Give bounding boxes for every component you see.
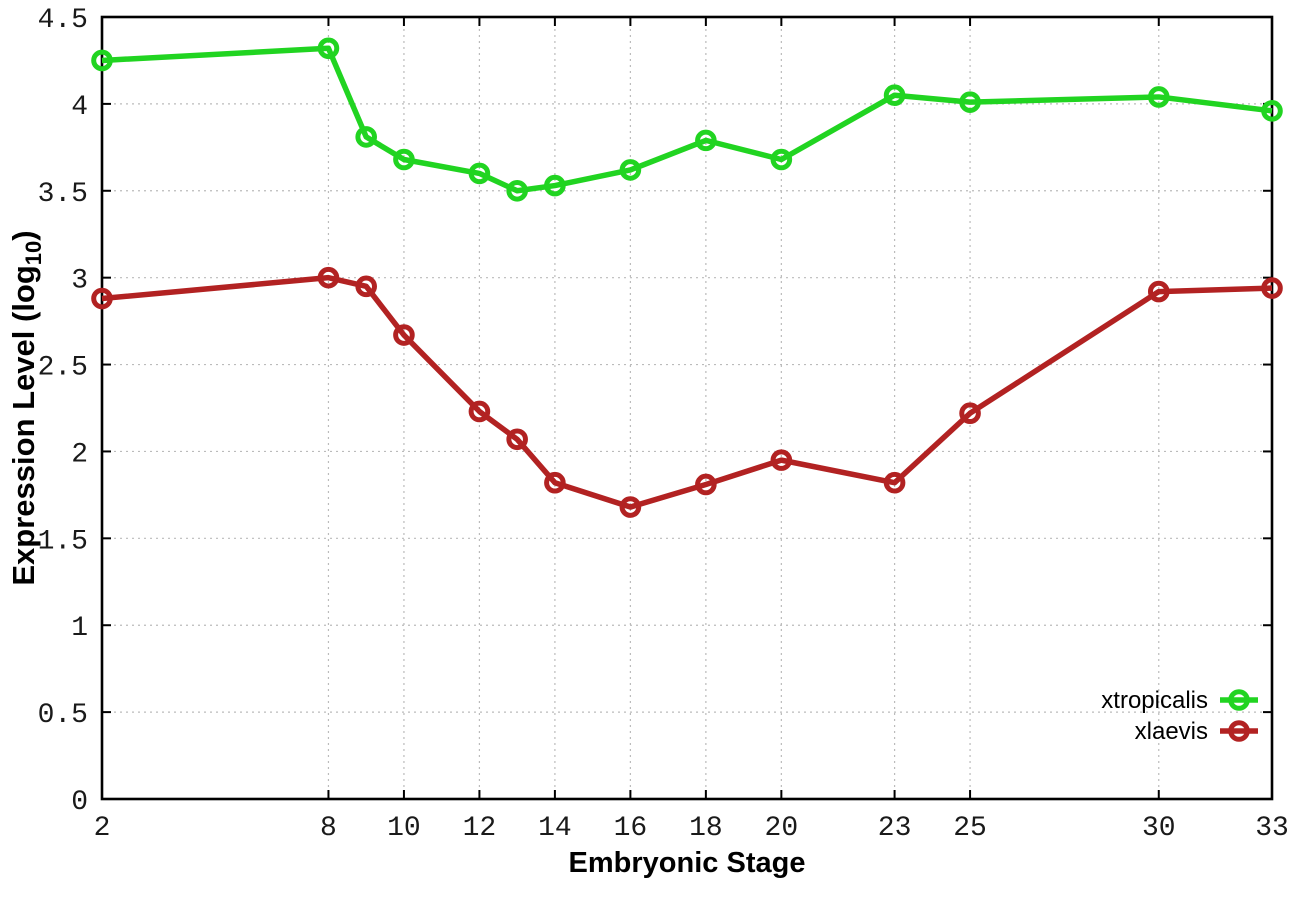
y-axis-title: Expression Level (log10) xyxy=(6,230,46,585)
x-tick-label: 25 xyxy=(953,813,987,844)
data-point-xtropicalis xyxy=(355,126,377,148)
y-tick-label: 4.5 xyxy=(38,5,88,36)
data-point-xlaevis xyxy=(695,473,717,496)
data-point-xlaevis xyxy=(468,400,491,423)
data-point-xlaevis xyxy=(1261,277,1283,299)
legend-marker-sample xyxy=(1228,720,1250,742)
data-point-xtropicalis xyxy=(883,84,906,106)
x-tick-label: 14 xyxy=(538,813,572,844)
y-tick-label: 2.5 xyxy=(38,353,88,384)
data-point-xtropicalis xyxy=(1147,86,1170,108)
data-point-xtropicalis xyxy=(959,91,981,113)
y-tick-label: 1 xyxy=(71,613,88,644)
y-tick-label: 3 xyxy=(71,266,88,297)
data-point-xlaevis xyxy=(393,324,415,346)
x-tick-label: 8 xyxy=(320,813,337,844)
legend: xtropicalis xlaevis xyxy=(1101,687,1258,745)
x-tick-label: 23 xyxy=(878,813,912,844)
x-tick-label: 2 xyxy=(94,813,111,844)
data-point-xlaevis xyxy=(355,275,377,298)
data-point-xlaevis xyxy=(544,471,566,494)
series-line-xtropicalis xyxy=(101,45,1273,194)
data-point-xlaevis xyxy=(91,287,113,310)
x-axis-title: Embryonic Stage xyxy=(569,847,806,879)
data-point-xlaevis xyxy=(1147,280,1170,303)
plot-border xyxy=(100,15,1274,801)
data-point-xtropicalis xyxy=(506,179,528,202)
data-point-xtropicalis xyxy=(1261,100,1283,122)
x-tick-label: 10 xyxy=(387,813,421,844)
y-tick-label: 2 xyxy=(71,439,88,470)
x-tick-label: 20 xyxy=(765,813,799,844)
x-tick-label: 16 xyxy=(614,813,648,844)
data-point-xlaevis xyxy=(506,428,528,451)
x-tick-label: 33 xyxy=(1255,813,1289,844)
gridlines xyxy=(102,17,1272,799)
series-xlaevis xyxy=(91,266,1283,518)
series-xtropicalis xyxy=(91,37,1283,202)
legend-entry-xtropicalis: xtropicalis xyxy=(1101,687,1258,714)
data-point-xlaevis xyxy=(770,449,793,471)
y-tick-label: 3.5 xyxy=(38,179,88,210)
legend-label-xtropicalis: xtropicalis xyxy=(1101,687,1208,714)
x-tick-label: 12 xyxy=(463,813,497,844)
y-tick-label: 0 xyxy=(71,787,88,818)
data-point-xlaevis xyxy=(317,266,340,289)
legend-entry-xlaevis: xlaevis xyxy=(1135,718,1258,745)
data-point-xlaevis xyxy=(619,496,642,518)
data-point-xtropicalis xyxy=(619,159,642,181)
x-tick-label: 18 xyxy=(689,813,723,844)
tick-marks xyxy=(101,16,1273,800)
legend-marker-sample xyxy=(1228,689,1250,711)
data-point-xlaevis xyxy=(883,471,906,494)
legend-label-xlaevis: xlaevis xyxy=(1135,718,1208,745)
y-tick-label: 4 xyxy=(71,92,88,123)
y-tick-label: 1.5 xyxy=(38,526,88,557)
data-point-xtropicalis xyxy=(770,148,793,171)
data-point-xtropicalis xyxy=(393,148,415,171)
data-point-xtropicalis xyxy=(317,37,340,60)
data-point-xtropicalis xyxy=(544,174,566,197)
x-tick-label: 30 xyxy=(1142,813,1176,844)
data-point-xtropicalis xyxy=(695,129,717,152)
y-tick-label: 0.5 xyxy=(38,700,88,731)
data-point-xlaevis xyxy=(959,402,981,425)
series-line-xlaevis xyxy=(101,274,1273,510)
tick-labels: 2 8 10 12 14 16 18 20 23 25 30 33 0 0.5 1 1.5 2 2.5 3 3.5 4 4… xyxy=(38,5,1289,844)
data-point-xtropicalis xyxy=(468,162,491,185)
data-point-xtropicalis xyxy=(91,49,113,72)
